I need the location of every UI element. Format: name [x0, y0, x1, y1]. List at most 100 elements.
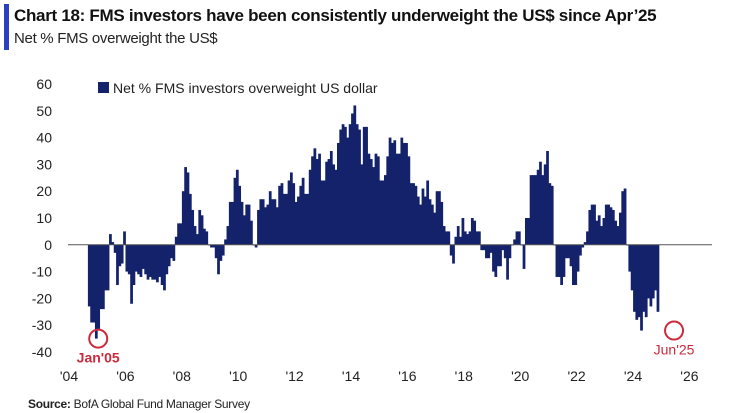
bar: [466, 234, 469, 245]
bar: [306, 193, 310, 245]
bar: [522, 244, 526, 269]
bar: [254, 244, 258, 248]
y-axis-ticks: 60 50 40 30 20 10 0 -10 -20 -30 -40: [32, 76, 52, 360]
bar: [600, 226, 603, 245]
x-tick-label: '26: [680, 368, 698, 384]
bar: [534, 175, 538, 245]
bar: [261, 199, 265, 245]
bar: [247, 204, 251, 245]
bar: [470, 218, 474, 245]
bar: [611, 209, 615, 245]
bar: [360, 164, 364, 245]
bar: [325, 161, 328, 245]
bar: [242, 215, 246, 245]
bar: [468, 231, 472, 245]
bar: [221, 244, 225, 256]
bar: [139, 244, 143, 277]
y-tick-label: -30: [32, 317, 52, 333]
bar: [271, 199, 274, 245]
bar: [607, 204, 610, 245]
bar: [447, 231, 451, 245]
y-tick-label: -20: [32, 290, 52, 306]
bar: [282, 193, 286, 245]
bar: [329, 151, 333, 245]
bar: [130, 244, 133, 304]
bar: [562, 244, 566, 277]
bar: [125, 244, 129, 272]
bar: [174, 236, 178, 245]
bar: [482, 244, 486, 251]
bar: [477, 231, 481, 245]
bar: [348, 124, 352, 245]
bar: [99, 244, 103, 310]
bar: [569, 244, 573, 267]
bar: [156, 244, 159, 283]
bar: [304, 193, 307, 245]
bar: [278, 185, 281, 245]
bar: [405, 142, 408, 245]
bar: [393, 140, 397, 245]
bar: [381, 180, 385, 245]
bar: [132, 244, 136, 285]
bar: [485, 244, 488, 259]
bar: [358, 129, 361, 245]
bar: [543, 164, 547, 245]
bar: [513, 239, 516, 245]
bar: [536, 169, 540, 245]
bar: [391, 142, 394, 245]
bar-series: [87, 105, 660, 339]
y-tick-label: 20: [36, 183, 52, 199]
chart-subtitle: Net % FMS overweight the US$: [14, 30, 218, 47]
bar: [508, 244, 512, 259]
bar: [557, 244, 561, 277]
bar: [235, 169, 239, 245]
bar: [160, 244, 164, 285]
x-tick-label: '04: [60, 368, 78, 384]
x-tick-label: '14: [342, 368, 360, 384]
bar: [127, 244, 131, 275]
bar: [539, 161, 542, 245]
bar: [499, 244, 502, 267]
bar: [590, 204, 594, 245]
bar: [250, 220, 253, 245]
bar: [172, 244, 176, 261]
bar: [419, 204, 422, 245]
bar: [228, 201, 232, 245]
bar: [123, 231, 126, 245]
y-tick-label: 60: [36, 76, 52, 92]
bar: [320, 180, 324, 245]
bar: [524, 218, 528, 245]
bar: [177, 223, 180, 245]
source-label: Source:: [28, 397, 71, 411]
bar: [386, 156, 390, 245]
bar: [414, 185, 418, 245]
annotation-circle: [664, 320, 685, 341]
bar: [285, 193, 289, 245]
bar: [111, 242, 115, 245]
bar: [383, 175, 387, 245]
bar: [231, 201, 234, 245]
bar: [224, 239, 227, 245]
bar: [506, 244, 509, 280]
bar: [623, 188, 627, 245]
bar: [376, 156, 380, 245]
bar: [428, 199, 432, 245]
bar: [489, 244, 493, 253]
bar: [92, 244, 96, 323]
bar: [475, 231, 479, 245]
bar: [233, 177, 237, 245]
bar: [640, 244, 643, 331]
bar: [400, 137, 404, 245]
bar: [496, 244, 500, 267]
bar: [435, 191, 439, 245]
x-tick-label: '12: [285, 368, 303, 384]
bar: [212, 244, 216, 248]
y-tick-label: 10: [36, 210, 52, 226]
bar: [322, 180, 326, 245]
bar: [647, 244, 650, 299]
bar: [94, 244, 98, 339]
bar: [165, 244, 169, 275]
bar: [586, 231, 589, 245]
y-tick-label: -40: [32, 344, 52, 360]
